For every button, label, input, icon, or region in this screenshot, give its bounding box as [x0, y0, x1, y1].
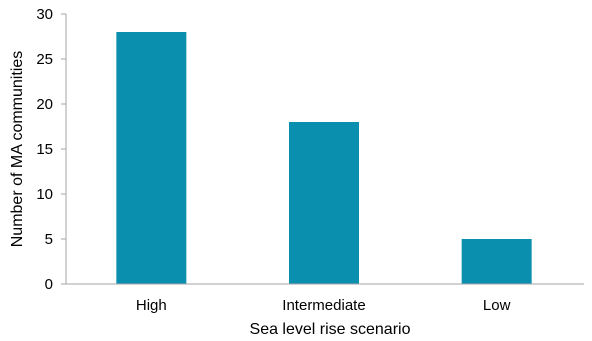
x-axis-labels: High Intermediate Low — [136, 297, 511, 314]
y-tick-label: 5 — [45, 231, 53, 248]
y-tick-label: 0 — [45, 276, 53, 293]
y-tick-label: 15 — [36, 141, 53, 158]
bars — [116, 32, 532, 284]
y-axis-title: Number of MA communities — [9, 51, 26, 248]
y-tick-label: 20 — [36, 96, 53, 113]
y-tick-label: 30 — [36, 6, 53, 23]
x-tick-label: Intermediate — [282, 297, 365, 314]
bar-high — [116, 32, 187, 284]
x-tick-label: High — [136, 297, 167, 314]
y-axis-ticks: 0 5 10 15 20 25 30 — [36, 6, 66, 293]
x-tick-label: Low — [483, 297, 511, 314]
y-tick-label: 25 — [36, 51, 53, 68]
x-axis-title: Sea level rise scenario — [250, 321, 411, 338]
bar-intermediate — [289, 122, 359, 284]
bar-low — [461, 239, 532, 284]
y-tick-label: 10 — [36, 186, 53, 203]
